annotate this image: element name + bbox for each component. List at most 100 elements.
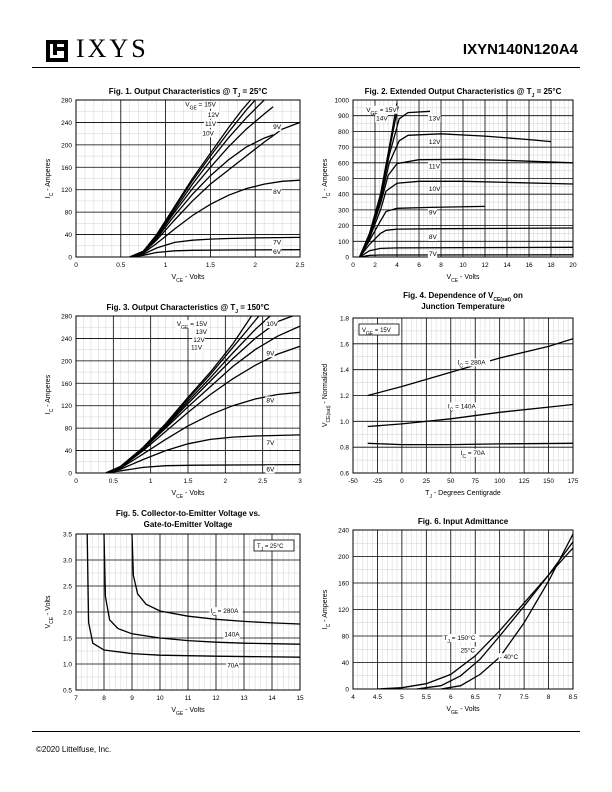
curve-label: IC = 70A [461,450,486,460]
curve-label: 10V [429,186,441,193]
copyright: ©2020 Littelfuse, Inc. [36,745,112,754]
x-tick-label: 5.5 [422,694,431,701]
y-tick-label: 240 [61,336,72,343]
x-tick-label: 12 [212,695,220,702]
page-header: IXYS IXYN140N120A4 [32,34,580,66]
x-tick-label: 13 [240,695,248,702]
x-tick-label: 6 [417,262,421,269]
y-tick-label: 1.0 [340,419,349,426]
x-tick-label: -25 [373,478,383,485]
y-axis-label: IC - Amperes [322,589,332,629]
chart-title: Fig. 2. Extended Output Characteristics … [365,87,562,99]
x-tick-label: 1.5 [206,262,215,269]
x-tick-label: 0 [74,478,78,485]
x-tick-label: 1 [164,262,168,269]
x-tick-label: 2.5 [295,262,304,269]
series-line-10 [359,254,573,257]
y-tick-label: 1.4 [340,367,349,374]
y-tick-label: 0 [68,471,72,478]
x-tick-label: 15 [296,695,304,702]
y-tick-label: 1.6 [340,341,349,348]
series-line-7 [129,179,300,257]
plot-frame [352,317,574,474]
series-line-8 [105,434,300,473]
x-tick-label: 18 [547,262,555,269]
curve-label-bg [427,185,441,194]
y-tick-label: 1000 [335,98,350,105]
curve-label: 70A [227,663,239,670]
curve-label: 7V [429,251,438,258]
chart-fig5: Fig. 5. Collector-to-Emitter Voltage vs.… [40,509,310,720]
curve-label-bg [427,250,438,259]
x-axis-label: VCE - Volts [446,274,480,284]
x-tick-label: 0 [74,262,78,269]
x-tick-label: 2 [373,262,377,269]
chart-fig3: Fig. 3. Output Characteristics @ TJ = 15… [40,298,310,503]
y-tick-label: 280 [61,314,72,321]
curve-label-bg [272,188,282,197]
chart-title-line2: Gate-to-Emitter Voltage [144,520,233,529]
curve-label-bg [226,661,239,670]
series-line-9 [129,249,300,257]
series-line-6 [129,121,300,257]
plot-frame [75,315,301,474]
chart-title: Fig. 1. Output Characteristics @ TJ = 25… [109,87,268,99]
curve-label: 10V [202,130,214,137]
curve-label-bg [427,137,441,146]
y-tick-label: 0 [345,255,349,262]
y-tick-label: 200 [338,223,349,230]
curve-label-bg [175,320,209,329]
curve-label-bg [459,448,490,457]
series-line-8 [129,236,300,257]
y-tick-label: 0.8 [340,445,349,452]
curve-label: VGE = 15V [366,107,397,117]
x-tick-label: 5 [400,694,404,701]
x-tick-label: 20 [569,262,577,269]
y-tick-label: 40 [65,232,73,239]
curve-label: 11V [429,163,441,170]
plot-frame [352,99,574,258]
curve-label-bg [201,129,215,138]
curve-label: 12V [208,112,220,119]
x-axis-label: VGE - Volts [446,706,480,716]
curve-label-bg [189,343,203,352]
x-axis-label: TJ - Degrees Centigrade [425,490,501,500]
curve-label: 12V [429,139,441,146]
x-tick-label: 9 [130,695,134,702]
x-tick-label: 25 [423,478,431,485]
series-line-6 [105,345,300,473]
x-tick-label: 12 [481,262,489,269]
curve-label: IC = 280A [458,360,487,370]
curve-label-bg [272,248,282,257]
curve-label: 6V [273,249,282,256]
y-tick-label: 2.5 [63,584,72,591]
condition-box [253,539,295,552]
curve-label: 7V [273,240,282,247]
y-tick-label: 700 [338,145,349,152]
x-tick-label: 8.5 [568,694,577,701]
curve-label-bg [265,320,279,329]
curve-label: 8V [266,397,275,404]
condition-box [358,323,400,336]
x-tick-label: 3 [298,478,302,485]
curve-label: - 40°C [500,653,519,661]
curve-label-bg [427,232,438,241]
x-tick-label: -50 [348,478,358,485]
curve-label: 8V [429,234,438,241]
y-tick-label: 1.5 [63,636,72,643]
series-line-3 [86,534,300,658]
curve-label-bg [365,105,398,114]
curve-label-bg [272,238,282,247]
curve-label-bg [427,208,438,217]
curve-label: 11V [191,345,203,352]
y-tick-label: 120 [61,403,72,410]
x-tick-label: 4 [395,262,399,269]
y-tick-label: 240 [61,120,72,127]
series-line-5 [129,134,274,257]
x-tick-label: 6.5 [471,694,480,701]
chart-title: Fig. 6. Input Admittance [418,517,509,526]
curve-label: VGE = 15V [177,321,208,331]
curve-label: 13V [195,329,207,336]
curve-label-bg [427,114,441,123]
footer-rule [32,731,580,732]
